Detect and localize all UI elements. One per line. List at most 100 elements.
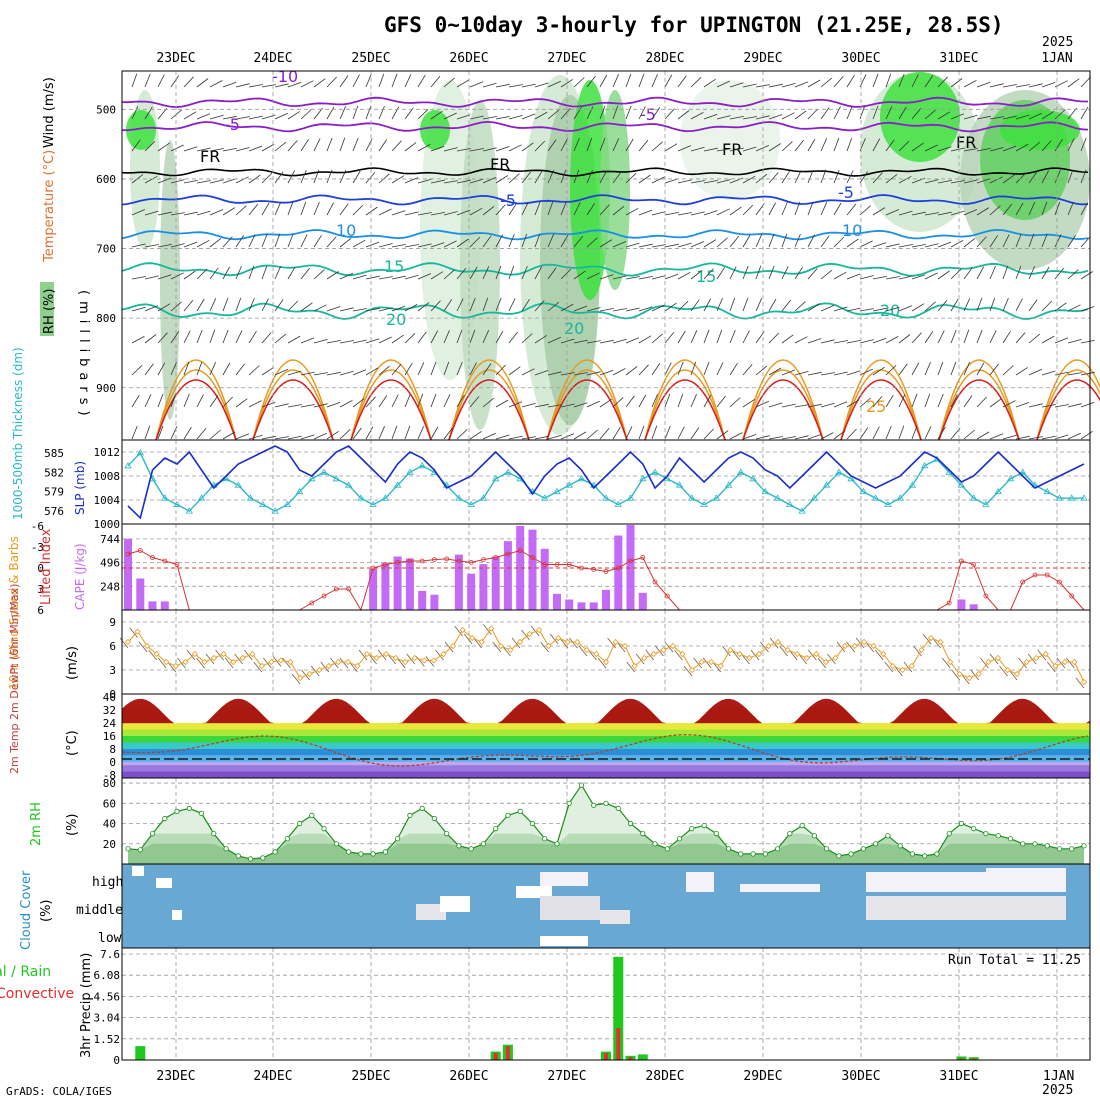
barb-657	[833, 371, 848, 376]
thickness-point-23	[406, 468, 414, 475]
barb-637	[820, 107, 830, 120]
isotherm-label-16: FR	[956, 133, 976, 152]
barb-634	[807, 403, 822, 408]
barb-27	[157, 177, 172, 184]
rh-blob-7	[600, 90, 630, 290]
barb-315	[469, 178, 484, 184]
barb-596	[768, 332, 780, 344]
barb-338	[495, 146, 510, 152]
barb-452	[612, 338, 627, 344]
li-tick-0: 0	[37, 562, 44, 575]
barb-220	[365, 206, 378, 216]
barb-566	[742, 146, 757, 152]
barb-179	[313, 432, 327, 440]
barb-52	[183, 211, 198, 216]
sfc-barb-75	[836, 641, 846, 653]
barb-124	[261, 202, 270, 216]
rh-point-28	[468, 846, 474, 852]
thickness-point-49	[724, 481, 733, 488]
barb-275	[417, 426, 424, 440]
isotherm-label-5: -5	[500, 191, 516, 210]
barb-804	[1002, 84, 1017, 88]
barb-511	[677, 300, 689, 312]
barb-277	[430, 110, 443, 120]
thickness-point-69	[969, 494, 978, 501]
barb-733	[924, 109, 936, 120]
barb-1	[131, 106, 139, 120]
barb-773	[963, 237, 976, 248]
barb-675	[859, 171, 869, 184]
date-bottom-26dec: 26DEC	[449, 1069, 488, 1084]
thickness-point-22	[393, 481, 402, 488]
barb-279	[430, 179, 445, 184]
wind-point-96	[1042, 650, 1049, 658]
barb-630	[807, 268, 818, 280]
barb-446	[612, 138, 620, 152]
wind-point-90	[985, 658, 992, 666]
barb-370	[521, 403, 536, 408]
rh-point-20	[370, 851, 376, 857]
barb-10	[131, 394, 140, 408]
barb-389	[547, 234, 555, 248]
barb-808	[1002, 203, 1013, 216]
barb-55	[183, 299, 194, 312]
cloud-gap-7	[540, 936, 588, 946]
barb-186	[326, 271, 340, 280]
thickness-point-62	[884, 500, 892, 507]
barb-548	[716, 329, 723, 344]
rh-ticks: 80 60 40 20	[103, 777, 116, 851]
wind-point-38	[488, 625, 495, 632]
wind-point-62	[717, 662, 724, 670]
isotherm-label-10: 20	[880, 301, 900, 320]
wind-point-12	[239, 654, 246, 662]
barb-269	[417, 243, 432, 248]
wind-point-53	[631, 662, 638, 670]
temp-tick-40: 40	[103, 691, 116, 704]
barb-882	[1080, 271, 1094, 280]
wind-point-64	[736, 650, 743, 658]
barb-235	[378, 307, 393, 312]
barb-132	[274, 83, 289, 88]
barb-106	[235, 398, 248, 408]
precip-frame	[121, 947, 1091, 1061]
barb-530	[703, 147, 718, 152]
barb-435	[599, 170, 608, 184]
thickness-point-35	[553, 487, 561, 495]
barb-466	[625, 395, 635, 408]
isotherm-label-1: -5	[224, 115, 240, 134]
barb-757	[950, 113, 965, 120]
barb-477	[638, 364, 649, 376]
rh-point-1	[137, 847, 143, 853]
rh-point-48	[713, 830, 719, 837]
barb-531	[703, 180, 718, 184]
barb-508	[677, 212, 692, 216]
wind-point-24	[354, 662, 361, 670]
barb-320	[469, 329, 476, 344]
barb-86	[222, 148, 237, 152]
warm-arch-8-0	[938, 359, 1020, 441]
rh-point-58	[836, 853, 842, 859]
barb-739	[924, 301, 936, 312]
upper-ytick-900: 900	[96, 382, 116, 395]
rh-point-52	[762, 851, 768, 857]
barb-343	[495, 297, 502, 312]
wind-point-83	[918, 646, 925, 654]
sfc-barb-99	[1066, 657, 1075, 669]
barb-350	[508, 144, 522, 152]
barb-603	[781, 170, 790, 184]
warm-arch-4-0	[546, 359, 628, 441]
barb-48	[183, 76, 194, 88]
barb-375	[534, 170, 543, 184]
barb-321	[469, 362, 477, 376]
cloud-gap-2	[172, 910, 182, 920]
thickness-point-13	[283, 500, 292, 507]
barb-619	[794, 301, 806, 312]
barb-843	[1041, 170, 1049, 184]
warm-arch-6-1	[742, 369, 824, 441]
barb-741	[924, 361, 931, 376]
barb-807	[1002, 174, 1015, 184]
barb-527	[690, 427, 700, 440]
rh-point-18	[345, 849, 352, 855]
rh-point-70	[983, 830, 989, 837]
barb-534	[703, 268, 714, 280]
